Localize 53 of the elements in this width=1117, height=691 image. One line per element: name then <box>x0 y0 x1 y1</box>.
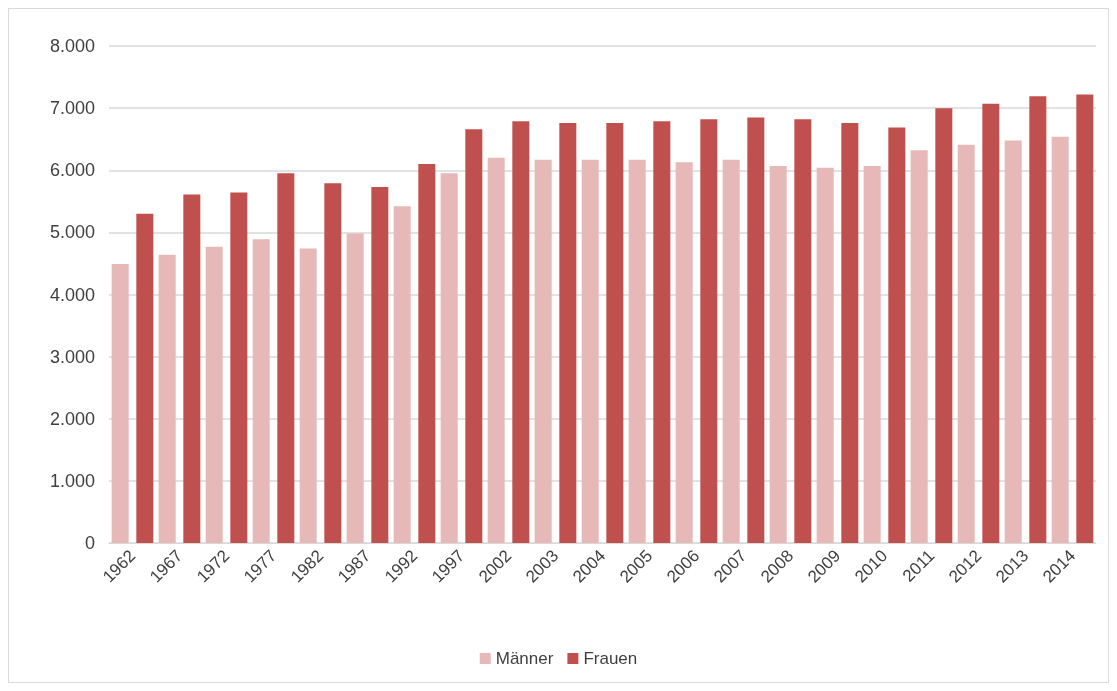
bar <box>111 264 129 543</box>
bar <box>230 192 248 543</box>
bar <box>205 246 223 543</box>
bar <box>534 159 552 543</box>
legend-label: Frauen <box>583 649 638 668</box>
bar <box>653 121 671 543</box>
y-tick-label: 1.000 <box>49 470 95 491</box>
bar <box>722 159 740 543</box>
bar <box>863 165 881 543</box>
bar <box>841 123 859 543</box>
bar <box>324 183 342 543</box>
bar <box>252 239 270 543</box>
bar <box>465 129 483 543</box>
bar <box>888 127 906 543</box>
bar <box>418 164 436 543</box>
y-tick-label: 3.000 <box>49 346 95 367</box>
bar <box>393 206 411 543</box>
legend-label: Männer <box>495 649 554 668</box>
bar <box>158 254 176 543</box>
bar <box>982 103 1000 543</box>
bar <box>816 167 834 543</box>
bar <box>136 213 154 543</box>
y-tick-label: 0 <box>84 533 95 553</box>
bar <box>183 194 201 543</box>
bar <box>299 248 317 543</box>
bar <box>277 173 295 543</box>
bar <box>747 117 765 543</box>
y-tick-label: 8.000 <box>49 36 95 56</box>
bar <box>935 108 953 543</box>
bar <box>769 165 787 543</box>
bar <box>606 123 624 543</box>
bar <box>1004 140 1022 543</box>
bar <box>1029 96 1047 543</box>
bar <box>910 150 928 543</box>
bar <box>628 159 646 543</box>
bar <box>512 121 530 543</box>
bar <box>957 144 975 543</box>
bar <box>700 119 718 543</box>
y-tick-label: 5.000 <box>49 222 95 243</box>
bar <box>371 187 389 543</box>
bar <box>487 157 505 543</box>
bar <box>794 119 812 543</box>
bar <box>581 159 599 543</box>
bar <box>1051 136 1069 543</box>
bar <box>1076 94 1094 543</box>
y-tick-label: 4.000 <box>49 284 95 305</box>
bar <box>675 162 693 543</box>
y-tick-label: 7.000 <box>49 98 95 119</box>
y-tick-label: 6.000 <box>49 160 95 181</box>
bar <box>440 173 458 543</box>
bar <box>346 233 364 543</box>
bar <box>559 123 577 543</box>
y-tick-label: 2.000 <box>49 408 95 429</box>
